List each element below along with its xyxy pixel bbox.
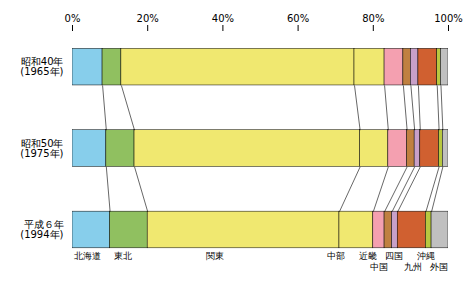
- svg-text:近畿: 近畿: [359, 251, 377, 261]
- svg-text:0%: 0%: [65, 13, 81, 24]
- svg-text:昭和50年(1975年): 昭和50年(1975年): [20, 138, 63, 159]
- svg-text:平成６年(1994年): 平成６年(1994年): [20, 219, 63, 240]
- svg-text:100%: 100%: [434, 13, 463, 24]
- svg-text:中国: 中国: [370, 262, 388, 272]
- svg-text:東北: 東北: [114, 251, 132, 261]
- svg-text:外国: 外国: [430, 262, 448, 272]
- svg-text:九州: 九州: [404, 262, 422, 272]
- svg-text:北海道: 北海道: [74, 251, 101, 261]
- svg-text:40%: 40%: [212, 13, 234, 24]
- svg-text:沖縄: 沖縄: [417, 251, 435, 261]
- svg-text:80%: 80%: [362, 13, 384, 24]
- svg-text:四国: 四国: [385, 251, 403, 261]
- svg-text:中部: 中部: [327, 251, 345, 261]
- svg-text:20%: 20%: [137, 13, 159, 24]
- svg-text:60%: 60%: [287, 13, 309, 24]
- svg-text:昭和40年(1965年): 昭和40年(1965年): [20, 56, 63, 77]
- svg-text:関東: 関東: [206, 251, 224, 261]
